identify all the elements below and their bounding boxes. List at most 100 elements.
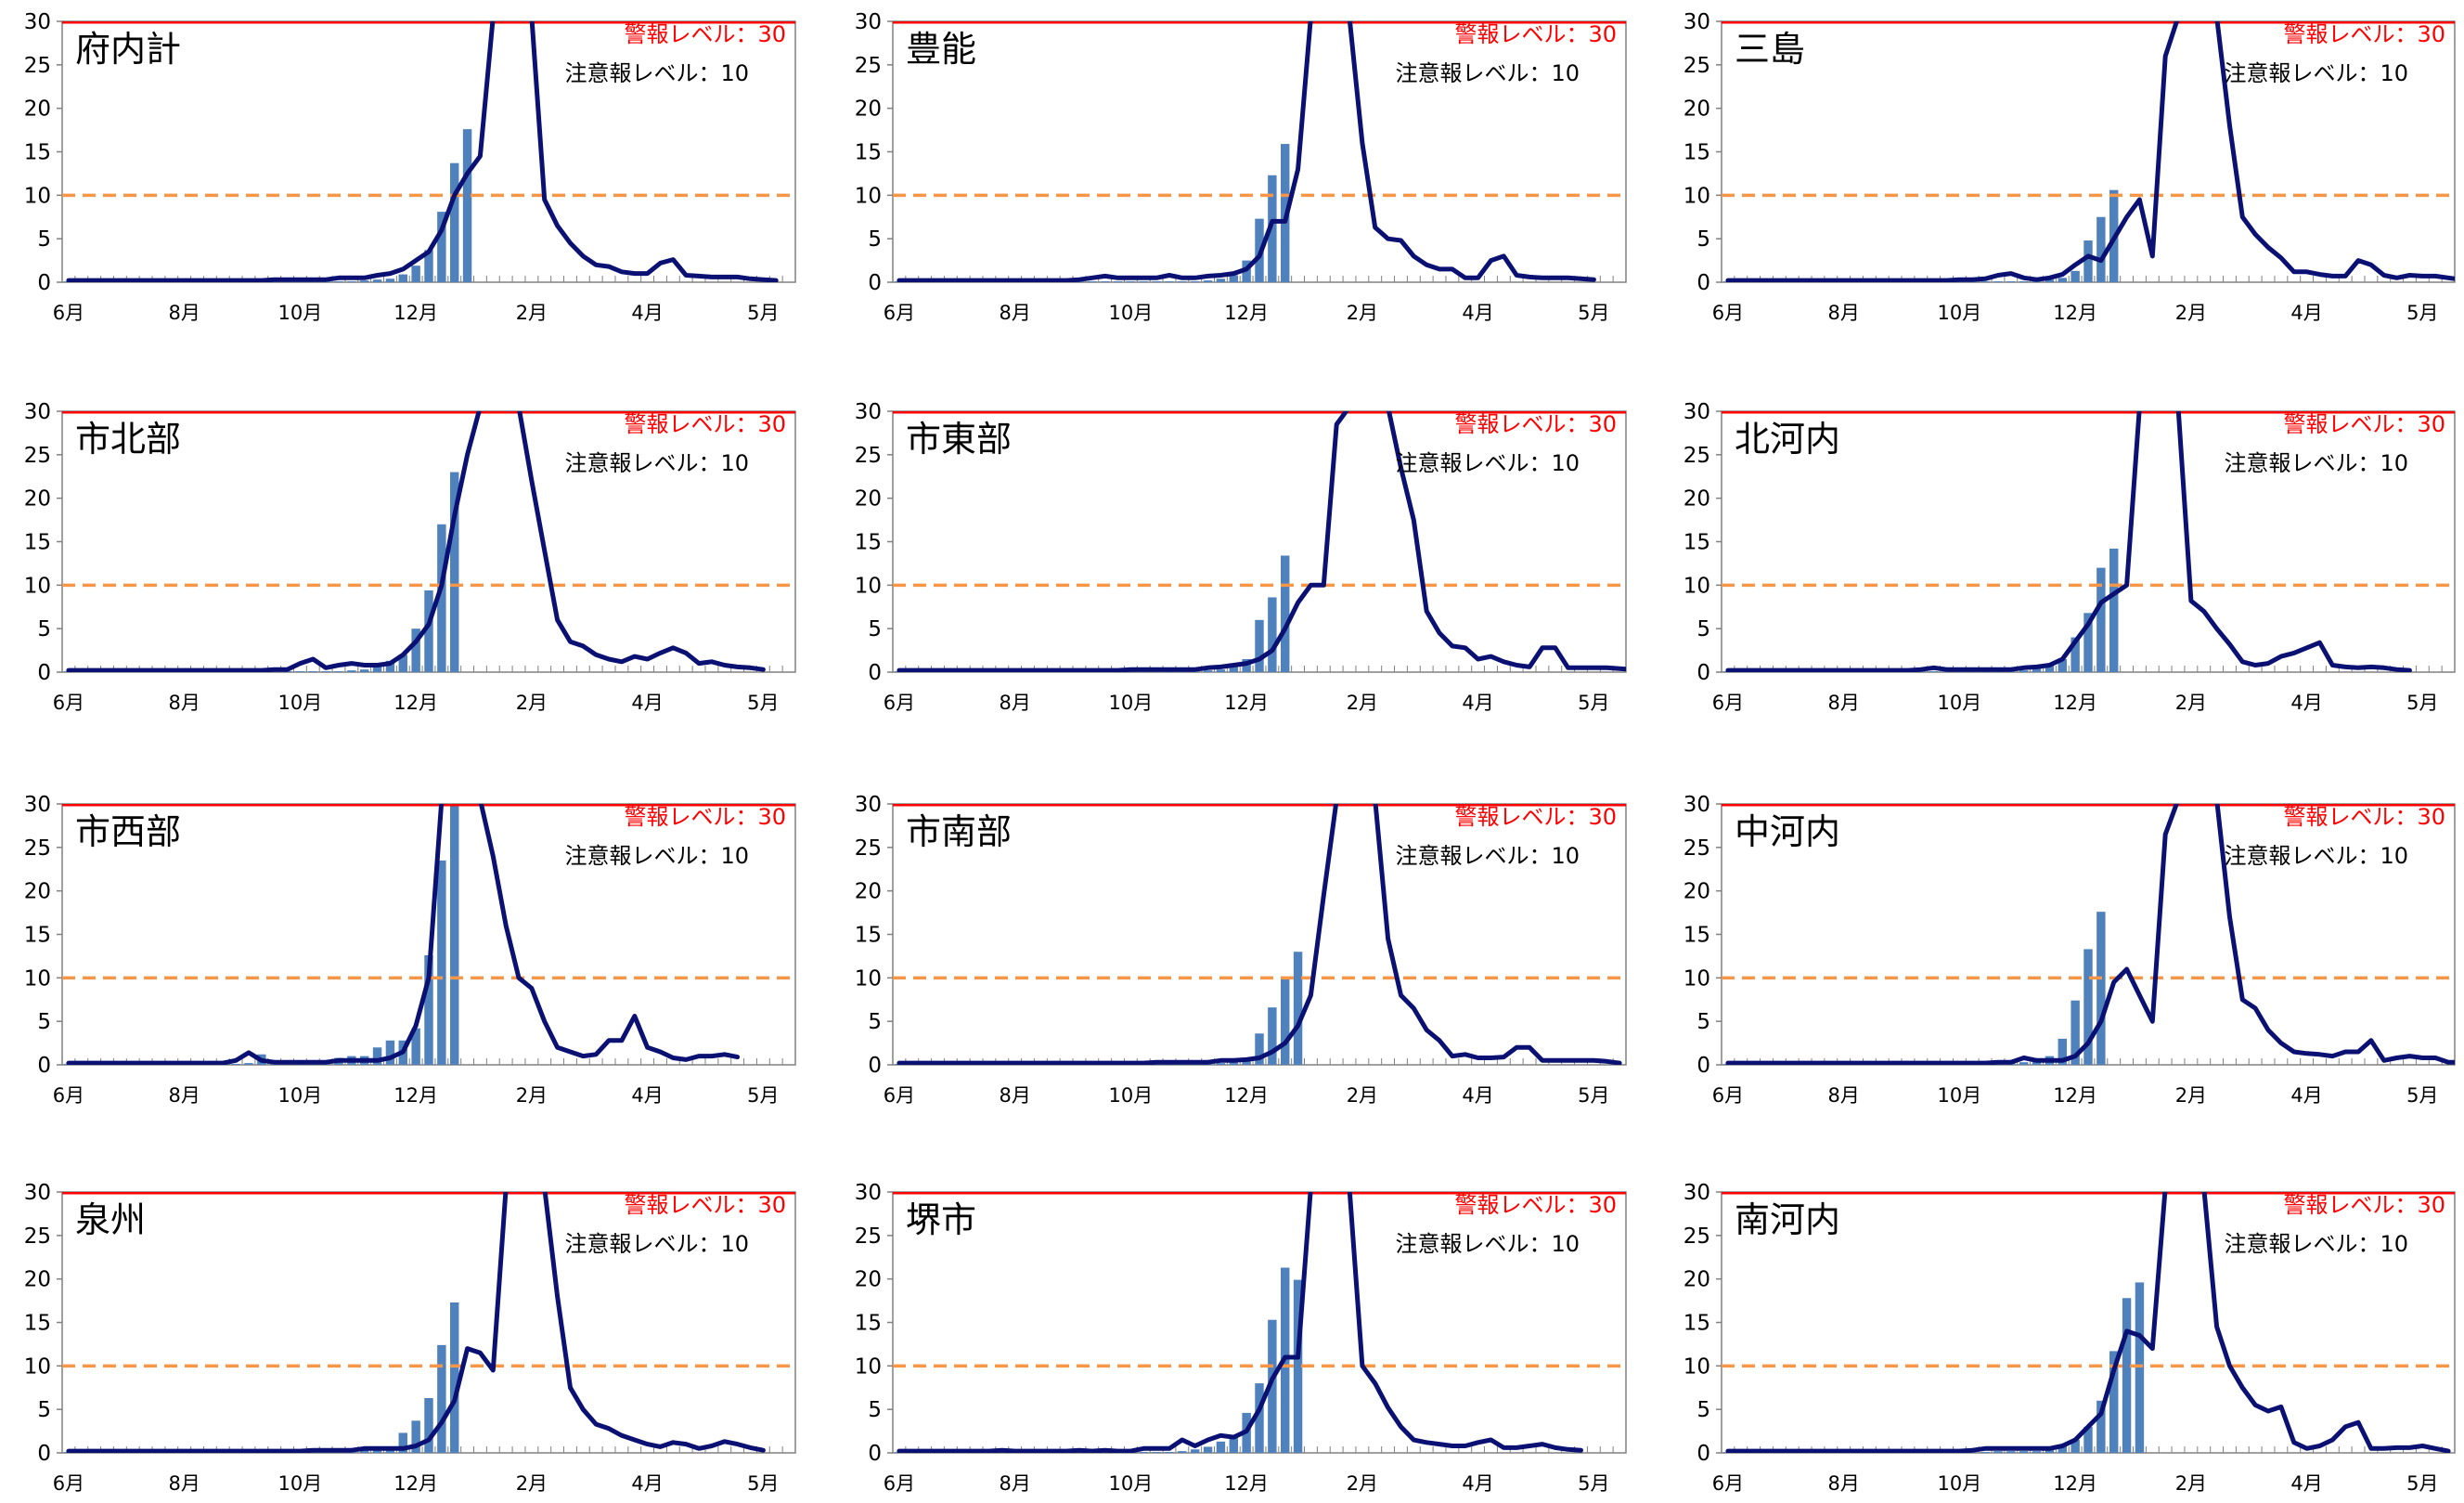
- x-tick-label: 12月: [1224, 302, 1269, 324]
- y-tick-label: 30: [24, 10, 51, 34]
- bar: [2019, 1451, 2029, 1453]
- bar: [1255, 1383, 1264, 1453]
- bar: [1268, 597, 1277, 672]
- y-tick-label: 10: [1684, 1354, 1710, 1379]
- bar: [2122, 1298, 2132, 1453]
- bar: [1203, 280, 1213, 282]
- plot-area: [1722, 411, 2455, 672]
- x-tick-label: 8月: [168, 1472, 200, 1495]
- warning-level-label: 警報レベル：30: [1454, 411, 1617, 437]
- trend-line: [66, 804, 741, 1065]
- region-title: 市北部: [75, 419, 181, 460]
- x-tick-label: 5月: [1578, 692, 1609, 714]
- y-tick-label: 20: [855, 880, 882, 904]
- bar: [1139, 1452, 1148, 1453]
- y-tick-label: 15: [855, 531, 882, 555]
- bar: [372, 1047, 382, 1065]
- warning-level-label: 警報レベル：30: [2283, 1192, 2445, 1218]
- chart-panel: 0 5 10 15 20 25 30 6月 8月 10月 12月 2月 4月 5月 市北部 警報レベル：30 注…: [24, 400, 796, 714]
- y-tick-label: 30: [1684, 793, 1710, 817]
- y-tick-label: 5: [868, 1010, 882, 1034]
- bar: [372, 1450, 382, 1453]
- bar: [2058, 278, 2067, 282]
- x-tick-label: 2月: [516, 1084, 548, 1107]
- bar: [2109, 1351, 2119, 1453]
- y-tick-label: 0: [37, 661, 51, 685]
- bar: [372, 279, 382, 282]
- caution-level-label: 注意報レベル：10: [564, 843, 749, 869]
- bar: [359, 280, 369, 282]
- trend-line: [897, 411, 1626, 672]
- bar: [2019, 1062, 2029, 1065]
- trend-line: [1725, 804, 2455, 1065]
- x-tick-label: 2月: [516, 1472, 548, 1495]
- x-tick-label: 10月: [278, 1084, 323, 1107]
- y-tick-label: 15: [1684, 924, 1710, 948]
- x-tick-label: 10月: [1109, 692, 1154, 714]
- plot-area: [1722, 1192, 2455, 1453]
- x-tick-label: 2月: [1347, 1084, 1378, 1107]
- plot-area: [62, 1192, 795, 1453]
- y-tick-label: 10: [1684, 574, 1710, 598]
- region-title: 市東部: [906, 419, 1012, 460]
- x-tick-label: 5月: [2406, 1084, 2438, 1107]
- plot-area: [893, 804, 1626, 1065]
- bar: [1113, 281, 1123, 282]
- chart-panel: 0 5 10 15 20 25 30 6月 8月 10月 12月 2月 4月 5月 豊能 警報レベル：30 注意…: [855, 10, 1627, 324]
- x-tick-label: 10月: [1109, 1472, 1154, 1495]
- bar: [437, 860, 446, 1065]
- bar: [2058, 1038, 2067, 1065]
- x-tick-label: 10月: [1938, 302, 1982, 324]
- bar: [2083, 1426, 2093, 1453]
- plot-area: [62, 804, 795, 1065]
- y-tick-label: 15: [24, 1312, 51, 1336]
- warning-level-label: 警報レベル：30: [2283, 804, 2445, 830]
- bar: [1268, 1007, 1277, 1065]
- y-tick-label: 30: [1684, 10, 1710, 34]
- bar: [334, 281, 343, 282]
- bar: [1088, 281, 1097, 282]
- bar: [424, 590, 433, 672]
- x-tick-label: 2月: [516, 692, 548, 714]
- y-tick-label: 25: [24, 836, 51, 861]
- bar: [2006, 1451, 2016, 1453]
- y-tick-label: 25: [1684, 1224, 1710, 1249]
- bar: [398, 654, 407, 672]
- region-title: 泉州: [75, 1199, 146, 1240]
- y-tick-label: 10: [24, 1354, 51, 1379]
- x-tick-label: 5月: [1578, 1084, 1609, 1107]
- bar: [2058, 658, 2067, 672]
- y-tick-label: 20: [1684, 487, 1710, 512]
- x-tick-label: 2月: [1347, 692, 1378, 714]
- x-tick-label: 10月: [1109, 1084, 1154, 1107]
- region-title: 北河内: [1735, 419, 1840, 460]
- trend-line: [1725, 411, 2412, 672]
- x-tick-label: 4月: [2290, 1084, 2322, 1107]
- x-tick-label: 6月: [53, 692, 84, 714]
- bar: [424, 954, 433, 1065]
- x-tick-label: 12月: [1224, 692, 1269, 714]
- bar: [372, 667, 382, 672]
- y-tick-label: 30: [855, 400, 882, 424]
- x-tick-label: 8月: [999, 302, 1030, 324]
- trend-line: [66, 1192, 766, 1453]
- bar: [411, 266, 420, 282]
- x-tick-label: 4月: [2290, 302, 2322, 324]
- x-tick-label: 6月: [884, 1472, 915, 1495]
- y-tick-label: 0: [868, 1442, 882, 1466]
- x-tick-label: 6月: [1712, 1084, 1744, 1107]
- y-tick-label: 5: [868, 227, 882, 252]
- bar: [450, 1302, 459, 1453]
- y-tick-label: 30: [855, 793, 882, 817]
- plot-area: [62, 21, 795, 282]
- bar: [244, 1063, 253, 1065]
- x-tick-label: 10月: [278, 302, 323, 324]
- y-tick-label: 30: [24, 400, 51, 424]
- plot-area: [893, 1192, 1626, 1453]
- y-tick-label: 15: [24, 141, 51, 165]
- bar: [1203, 670, 1213, 672]
- bar: [2071, 1000, 2080, 1065]
- warning-level-label: 警報レベル：30: [1454, 1192, 1617, 1218]
- x-tick-label: 12月: [393, 1084, 438, 1107]
